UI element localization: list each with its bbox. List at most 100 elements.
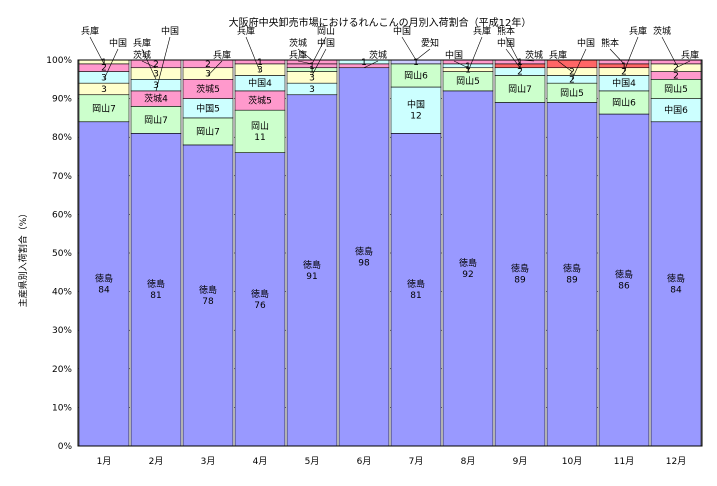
y-tick-label: 50% [52, 249, 72, 259]
callout-label: 愛知 [421, 37, 439, 49]
data-label: 3 [309, 73, 315, 83]
data-label: 徳島 [251, 288, 269, 300]
callout-leader [297, 60, 313, 65]
grid [78, 98, 702, 408]
callout-leader [675, 60, 691, 68]
data-label: 徳島 [147, 278, 165, 290]
data-label: 中国 [407, 99, 425, 111]
y-axis-label: 主産県別入荷割合（%） [17, 209, 29, 308]
bar-segment [598, 113, 650, 447]
data-label: 中国4 [248, 77, 272, 89]
callout-leader [571, 48, 587, 80]
callout-leader [557, 60, 573, 72]
callout-label: 中国 [445, 49, 463, 61]
bar-segment [650, 121, 702, 447]
callout-label: 兵庫 [81, 25, 99, 37]
callout-label: 茨城 [525, 49, 543, 61]
x-tick-label: 4月 [253, 456, 268, 467]
data-label: 84 [98, 285, 110, 295]
callout-leader [207, 60, 223, 76]
callout-leader [609, 48, 625, 65]
data-label: 92 [462, 270, 473, 280]
callout-label: 兵庫 [133, 37, 151, 49]
bar-segment [390, 133, 442, 447]
x-tick-label: 12月 [666, 456, 686, 467]
x-tick-label: 7月 [409, 456, 424, 467]
callout-label: 茨城 [653, 25, 671, 37]
callout-leader [401, 36, 417, 61]
callout-label: 兵庫 [629, 25, 647, 37]
bar-segment [234, 152, 286, 447]
data-label: 1 [101, 58, 107, 68]
data-label: 3 [101, 85, 107, 95]
data-label: 1 [621, 62, 627, 72]
data-label: 中国5 [196, 102, 220, 114]
callout-leader [661, 36, 677, 64]
callout-leader [89, 36, 105, 64]
callout-leader [453, 60, 469, 68]
bar-segment [338, 67, 390, 447]
data-label: 徳島 [303, 259, 321, 271]
bar-segment [390, 86, 442, 134]
data-label: 徳島 [95, 272, 113, 284]
data-label: 岡山6 [404, 70, 428, 81]
y-tick-label: 20% [52, 365, 72, 375]
data-label: 98 [358, 258, 370, 268]
data-label: 岡山7 [92, 103, 116, 114]
callout-leader [155, 36, 171, 91]
bar-segment [234, 109, 286, 153]
data-label: 1 [465, 62, 471, 72]
data-label: 岡山7 [508, 84, 532, 95]
data-label: 81 [410, 291, 421, 301]
data-label: 岡山6 [612, 97, 636, 108]
data-label: 84 [670, 285, 682, 295]
data-label: 3 [309, 85, 315, 95]
axes: 0% 10% 20% 30% 40% 50% 60% 70% 80% 90% 100% 1月 2月 3月 4… [46, 56, 686, 467]
callout-leader [363, 60, 379, 68]
callout-label: 中国 [317, 37, 335, 49]
callout-label: 中国 [577, 37, 595, 49]
data-label: 2 [673, 71, 679, 81]
callout-label: 茨城 [289, 37, 307, 49]
data-label: 徳島 [459, 257, 477, 269]
callout-label: 中国 [393, 25, 411, 37]
callout-label: 茨城 [369, 49, 387, 61]
data-label: 11 [254, 133, 265, 143]
callout-label: 熊本 [497, 25, 515, 37]
data-label: 徳島 [199, 284, 217, 296]
bar-segment [182, 144, 234, 447]
x-tick-label: 9月 [513, 456, 528, 467]
callout-label: 茨城 [133, 49, 151, 61]
data-label: 岡山 [251, 121, 269, 132]
data-label: 徳島 [615, 269, 633, 281]
data-label: 12 [410, 112, 421, 122]
callout-leader [505, 36, 521, 64]
plot-frame [77, 59, 703, 447]
callout-leader [311, 36, 327, 64]
x-tick-label: 5月 [305, 456, 320, 467]
callout-label: 兵庫 [473, 25, 491, 37]
data-label: 徳島 [511, 263, 529, 275]
bar-segment [78, 121, 130, 447]
x-tick-label: 6月 [357, 456, 372, 467]
callout-label: 中国 [109, 37, 127, 49]
x-tick-label: 8月 [461, 456, 476, 467]
data-label: 徳島 [563, 263, 581, 275]
data-label: 2 [621, 68, 627, 78]
data-label: 3 [257, 66, 263, 76]
bar-segment [130, 106, 182, 134]
data-label: 2 [205, 60, 211, 70]
callout-label: 兵庫 [681, 49, 699, 61]
data-label: 91 [306, 272, 317, 282]
data-label: 茨城5 [196, 83, 220, 95]
data-labels: 徳島84岡山73321徳島81岡山7茨城4332徳島78岡山7中国5茨城532徳… [92, 58, 688, 311]
data-label: 1 [517, 62, 523, 72]
bar-segment [130, 133, 182, 447]
data-label: 1 [465, 66, 471, 76]
data-label: 89 [566, 276, 578, 286]
data-label: 1 [517, 58, 523, 68]
data-label: 1 [361, 58, 367, 68]
data-label: 2 [569, 75, 575, 85]
data-label: 2 [673, 64, 679, 74]
